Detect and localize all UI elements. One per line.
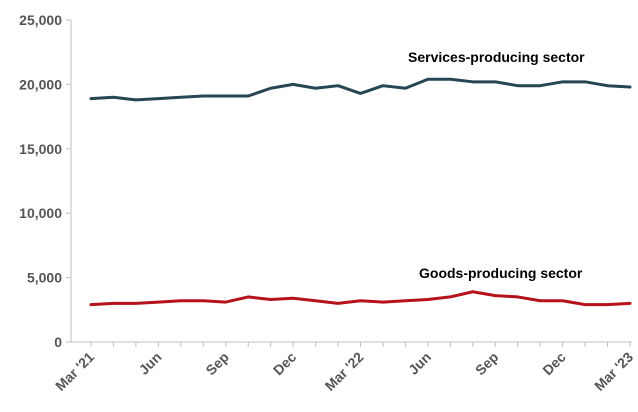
- x-tick-label: Sep: [472, 349, 501, 378]
- x-tick-label: Sep: [202, 349, 231, 378]
- y-tick-label: 15,000: [19, 141, 62, 157]
- goods-sector-label: Goods-producing sector: [419, 265, 583, 281]
- x-tick-label: Jun: [136, 349, 165, 378]
- y-tick-label: 10,000: [19, 205, 62, 221]
- series-line-goods: [89, 290, 632, 307]
- y-tick-label: 0: [54, 334, 62, 350]
- series-labels: Services-producing sector Goods-producing…: [408, 49, 585, 281]
- series-lines: [89, 77, 632, 307]
- x-tick-label: Mar '22: [322, 349, 367, 394]
- services-sector-label: Services-producing sector: [408, 49, 585, 65]
- x-tick-label: Jun: [405, 349, 434, 378]
- y-tick-label: 5,000: [27, 270, 62, 286]
- y-tick-label: 20,000: [19, 76, 62, 92]
- x-tick-label: Dec: [539, 349, 569, 379]
- y-axis-ticks: 0 5,000 10,000 15,000 20,000 25,000: [19, 12, 71, 350]
- y-tick-label: 25,000: [19, 12, 62, 28]
- x-axis-ticks: Mar '21 Jun Sep Dec Mar '22 Jun Sep Dec Mar '23: [52, 342, 636, 394]
- axes: [70, 20, 632, 343]
- x-tick-label: Mar '21: [52, 349, 97, 394]
- series-line-services: [89, 77, 632, 102]
- x-tick-label: Mar '23: [591, 349, 636, 394]
- x-tick-label: Dec: [270, 349, 300, 379]
